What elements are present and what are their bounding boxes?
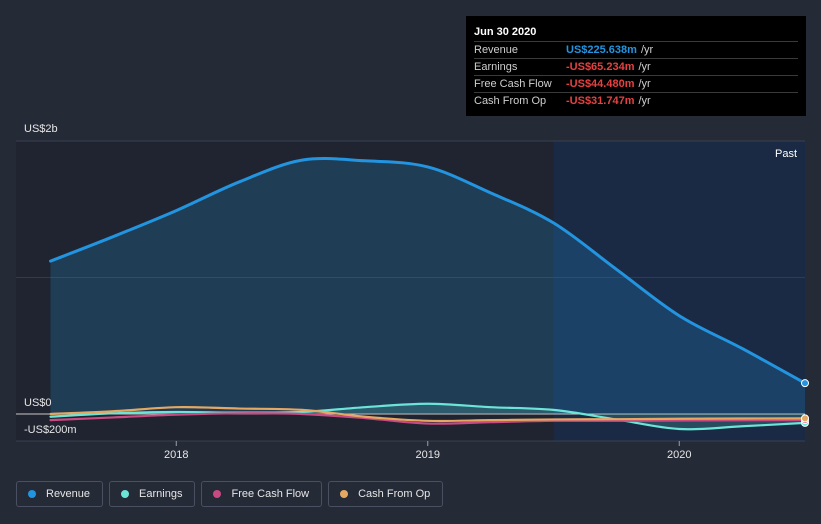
grid-lines — [16, 140, 805, 442]
y-tick-label: US$0 — [24, 397, 52, 409]
legend-dot-icon — [340, 490, 349, 498]
y-tick-label: -US$200m — [24, 424, 77, 436]
tooltip-row-label: Revenue — [474, 44, 519, 56]
tooltip-row-unit: /yr — [640, 44, 654, 56]
legend-dot-icon — [121, 490, 130, 498]
tooltip-panel: Jun 30 2020 Revenue US$225.638m /yr Earn… — [466, 16, 806, 116]
tooltip-row-unit: /yr — [638, 78, 651, 90]
y-tick-label: US$2b — [24, 123, 58, 135]
x-tick-label: 2018 — [164, 449, 188, 461]
tooltip-row-value: -US$65.234m — [566, 61, 635, 73]
tooltip-row-value: -US$31.747m — [566, 95, 635, 107]
tooltip-row-value: -US$44.480m — [566, 78, 635, 90]
legend-dot-icon — [28, 490, 36, 498]
series-lines — [49, 156, 807, 431]
tooltip-row-value: US$225.638m — [566, 44, 637, 56]
line-free-cash-flow — [49, 412, 807, 425]
area-revenue — [50, 158, 805, 414]
tooltip-row: Free Cash Flow -US$44.480m /yr — [474, 75, 798, 92]
x-tick-label: 2019 — [416, 449, 440, 461]
tooltip-row-label: Free Cash Flow — [474, 78, 552, 90]
x-axis: 2018 2019 2020 — [164, 441, 691, 461]
chart-legend: Revenue Earnings Free Cash Flow Cash Fro… — [16, 481, 444, 507]
series-end-markers — [801, 379, 809, 427]
legend-label: Cash From Op — [358, 488, 431, 500]
legend-label: Earnings — [139, 488, 183, 500]
tooltip-row: Earnings -US$65.234m /yr — [474, 58, 798, 75]
past-region — [553, 141, 805, 441]
line-revenue — [49, 156, 807, 385]
legend-item-free-cash-flow[interactable]: Free Cash Flow — [201, 481, 323, 507]
legend-label: Free Cash Flow — [231, 488, 310, 500]
legend-label: Revenue — [46, 488, 91, 500]
tooltip-row: Cash From Op -US$31.747m /yr — [474, 92, 798, 109]
legend-dot-icon — [213, 490, 222, 498]
line-earnings — [49, 402, 807, 431]
x-tick-label: 2020 — [667, 449, 691, 461]
end-marker-revenue — [801, 379, 809, 388]
tooltip-row: Revenue US$225.638m /yr — [474, 41, 798, 58]
legend-item-revenue[interactable]: Revenue — [16, 481, 104, 507]
tooltip-row-label: Earnings — [474, 61, 518, 73]
line-cash-from-op — [49, 405, 807, 423]
legend-item-cash-from-op[interactable]: Cash From Op — [328, 481, 444, 507]
end-marker-cash-from-op — [801, 414, 809, 423]
tooltip-row-unit: /yr — [638, 61, 651, 73]
history-region — [16, 141, 554, 441]
legend-item-earnings[interactable]: Earnings — [109, 481, 196, 507]
past-label: Past — [775, 148, 797, 160]
y-axis-labels: US$2b US$0 -US$200m — [24, 123, 77, 436]
tooltip-date: Jun 30 2020 — [474, 26, 537, 38]
tooltip-row-unit: /yr — [638, 95, 651, 107]
past-region-band — [16, 141, 805, 441]
tooltip-row-label: Cash From Op — [474, 95, 547, 107]
